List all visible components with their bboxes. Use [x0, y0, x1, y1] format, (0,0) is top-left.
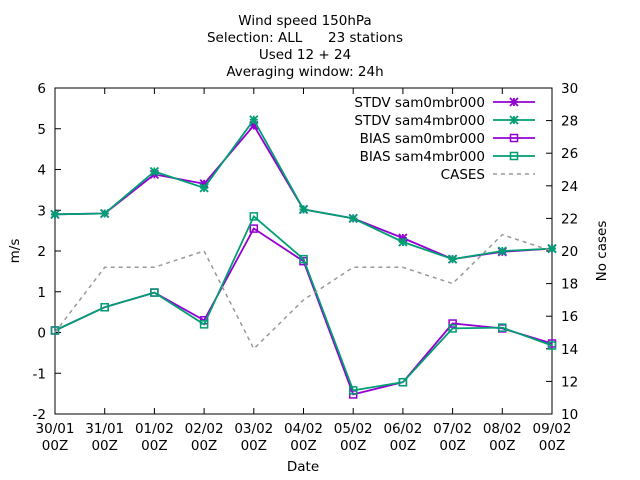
y2-tick-label: 22	[561, 211, 578, 227]
data-point	[199, 183, 209, 193]
data-point	[100, 302, 109, 312]
y2-tick-label: 30	[561, 81, 578, 97]
x-tick-label: 08/02 00Z	[483, 421, 522, 454]
x-tick-label: 04/02 00Z	[284, 421, 323, 454]
legend-marker	[509, 133, 519, 143]
legend-label: BIAS sam0mbr000	[360, 131, 485, 147]
series-layer	[50, 115, 557, 399]
title-line-2: Selection: ALL 23 stations	[207, 30, 403, 46]
y2-tick-label: 26	[561, 146, 578, 162]
y2-tick-label: 28	[561, 114, 578, 130]
y-axis-ticks: -2 -1 0 1 2 3 4 5 6	[33, 81, 61, 423]
data-point	[50, 326, 60, 335]
data-point	[149, 166, 160, 177]
y2-tick-label: 20	[561, 244, 578, 260]
y-tick-label: -1	[33, 366, 46, 382]
series-line	[54, 227, 553, 396]
data-point	[199, 179, 209, 189]
data-point	[398, 237, 408, 247]
series-line	[54, 214, 553, 392]
legend-label: CASES	[441, 167, 485, 183]
y-tick-label: 5	[37, 122, 46, 138]
data-point	[100, 208, 110, 219]
title-line-1: Wind speed 150hPa	[238, 13, 371, 29]
legend-marker	[509, 115, 519, 125]
data-point	[547, 341, 557, 350]
series-4	[54, 233, 553, 351]
data-point	[348, 386, 358, 395]
y-tick-label: 0	[37, 326, 46, 342]
data-point	[497, 246, 507, 256]
data-point	[498, 323, 507, 332]
x-tick-label: 31/01 00Z	[85, 421, 124, 454]
y2-axis-ticks: 10 12 14 16 18 20 22 24 26 28 30	[546, 81, 578, 423]
x-tick-label: 01/02 00Z	[135, 421, 174, 454]
legend: STDV sam0mbr000 STDV sam4mbr000 BIAS sam0m…	[354, 95, 535, 183]
x-tick-label: 07/02 00Z	[433, 421, 472, 454]
y2-tick-label: 10	[561, 407, 578, 423]
data-point	[398, 377, 408, 387]
legend-label: STDV sam0mbr000	[354, 95, 485, 111]
data-point	[50, 209, 60, 219]
legend-label: BIAS sam4mbr000	[360, 149, 485, 165]
title-line-4: Averaging window: 24h	[226, 64, 383, 80]
data-point	[447, 254, 458, 264]
y-axis-label: m/s	[7, 239, 23, 264]
legend-marker	[509, 151, 519, 161]
legend-marker	[509, 97, 519, 107]
y2-tick-label: 18	[561, 277, 578, 293]
y2-tick-label: 14	[561, 342, 578, 358]
data-point	[299, 254, 308, 264]
x-tick-label: 30/01 00Z	[36, 421, 75, 454]
x-tick-label: 02/02 00Z	[185, 421, 224, 454]
legend-label: STDV sam4mbr000	[354, 113, 485, 129]
data-point	[398, 233, 408, 243]
data-point	[298, 204, 309, 215]
data-point	[348, 213, 358, 224]
x-tick-label: 06/02 00Z	[383, 421, 422, 454]
series-line	[54, 233, 553, 351]
data-point	[448, 324, 457, 333]
y-tick-label: 4	[37, 163, 46, 179]
y-tick-label: 1	[37, 285, 46, 301]
y-tick-label: -2	[33, 407, 46, 423]
y2-tick-label: 12	[561, 374, 578, 390]
x-tick-label: 05/02 00Z	[334, 421, 373, 454]
data-point	[249, 120, 259, 131]
title-line-3: Used 12 + 24	[259, 47, 351, 63]
y-tick-label: 2	[37, 244, 46, 260]
y-tick-label: 3	[37, 203, 46, 219]
data-point	[547, 243, 557, 254]
data-point	[249, 115, 259, 125]
chart-title: Wind speed 150hPa Selection: ALL 23 stat…	[207, 13, 403, 80]
x-tick-label: 03/02 00Z	[234, 421, 273, 454]
x-tick-label: 09/02 00Z	[533, 421, 572, 454]
series-3	[50, 212, 557, 395]
data-point	[249, 212, 259, 221]
y-tick-label: 6	[37, 81, 46, 97]
y2-axis-label: No cases	[594, 221, 610, 282]
x-axis-ticks: 30/01 00Z 31/01 00Z 01/02 00Z 02/02 00Z 03/02 00Z…	[36, 88, 572, 454]
data-point	[150, 288, 159, 297]
data-point	[199, 320, 209, 329]
x-axis-label: Date	[287, 459, 319, 475]
data-point	[249, 224, 259, 233]
y2-tick-label: 16	[561, 309, 578, 325]
y2-tick-label: 24	[561, 179, 578, 195]
data-point	[448, 319, 457, 328]
series-1	[50, 115, 557, 264]
series-2	[50, 224, 557, 399]
